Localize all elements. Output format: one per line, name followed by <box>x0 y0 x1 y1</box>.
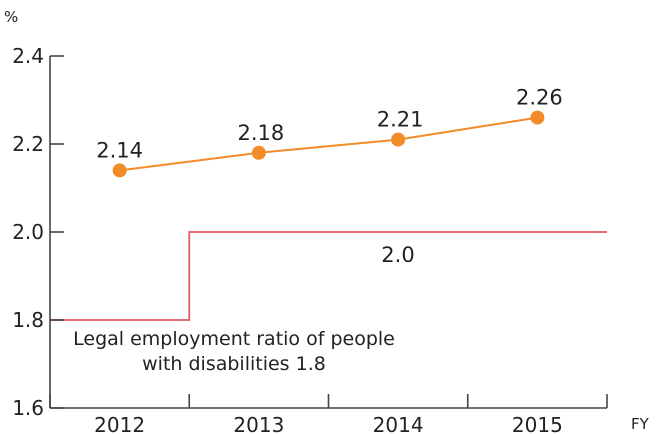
data-point <box>530 110 545 125</box>
x-tick-label: 2014 <box>373 413 424 434</box>
x-axis-unit: FY <box>631 415 650 433</box>
x-tick-label: 2012 <box>94 413 145 434</box>
data-label: 2.14 <box>96 138 143 162</box>
data-point <box>251 145 266 160</box>
reference-note-line-2: with disabilities 1.8 <box>142 353 326 375</box>
y-tick-label: 1.8 <box>12 308 44 332</box>
reference-value-label: 2.0 <box>381 243 414 267</box>
reference-line-group <box>50 231 607 321</box>
x-tick-label: 2013 <box>233 413 284 434</box>
series-line <box>119 116 538 172</box>
series-group: 2.14 2.18 2.21 2.26 <box>96 86 563 178</box>
data-label: 2.21 <box>377 108 424 132</box>
y-tick-label: 2.2 <box>12 132 44 156</box>
y-tick-label: 2.4 <box>12 44 44 68</box>
y-tick-label: 2.0 <box>12 220 44 244</box>
reference-step-line <box>50 231 607 321</box>
x-tick-label: 2015 <box>512 413 563 434</box>
axes-group: 1.6 1.8 2.0 2.2 2.4 2012 2013 2014 2015 <box>12 44 608 434</box>
data-label: 2.18 <box>237 121 284 145</box>
data-label: 2.26 <box>516 86 563 110</box>
reference-note-line-1: Legal employment ratio of people <box>73 328 395 350</box>
y-axis-unit: % <box>4 8 18 26</box>
data-point <box>112 163 127 178</box>
y-tick-label: 1.6 <box>12 396 44 420</box>
data-point <box>391 132 406 147</box>
